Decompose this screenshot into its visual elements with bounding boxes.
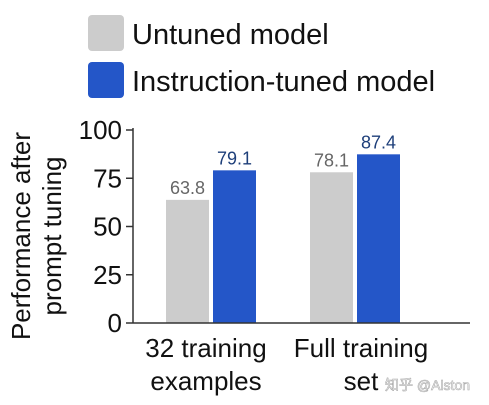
x-category-label-1-line-1: 32 training xyxy=(145,333,266,363)
axes xyxy=(132,128,470,324)
legend-label-2: Instruction-tuned model xyxy=(132,66,435,98)
watermark-text: 知乎 @Alston xyxy=(385,377,470,393)
x-category-label-1-line-2: examples xyxy=(150,366,261,396)
legend-swatch-1 xyxy=(88,15,124,51)
y-tick-label: 0 xyxy=(108,308,122,338)
value-label-1-2: 78.1 xyxy=(314,150,349,170)
bar-1-1 xyxy=(166,199,209,323)
bar-2-1 xyxy=(213,170,256,323)
x-category-label-2-line-1: Full training xyxy=(294,333,428,363)
y-axis-label-line-2: prompt tuning xyxy=(37,157,67,316)
bar-1-2 xyxy=(310,172,353,323)
bars: 63.8 79.1 78.1 87.4 xyxy=(166,132,400,323)
bar-2-2 xyxy=(357,154,400,323)
value-label-2-2: 87.4 xyxy=(361,132,396,152)
y-axis-ticks: 0 25 50 75 100 xyxy=(79,115,133,338)
legend-label-1: Untuned model xyxy=(132,19,329,51)
y-tick-label: 50 xyxy=(93,212,122,242)
value-label-1-1: 63.8 xyxy=(170,178,205,198)
legend: Untuned model Instruction-tuned model xyxy=(88,15,435,98)
y-axis-label-line-1: Performance after xyxy=(6,132,36,340)
legend-swatch-2 xyxy=(88,62,124,98)
x-category-label-2-line-2: set xyxy=(344,366,379,396)
y-axis-label: Performance after prompt tuning xyxy=(6,132,67,340)
y-tick-label: 25 xyxy=(93,260,122,290)
value-label-2-1: 79.1 xyxy=(217,148,252,168)
y-tick-label: 100 xyxy=(79,115,122,145)
y-tick-label: 75 xyxy=(93,163,122,193)
